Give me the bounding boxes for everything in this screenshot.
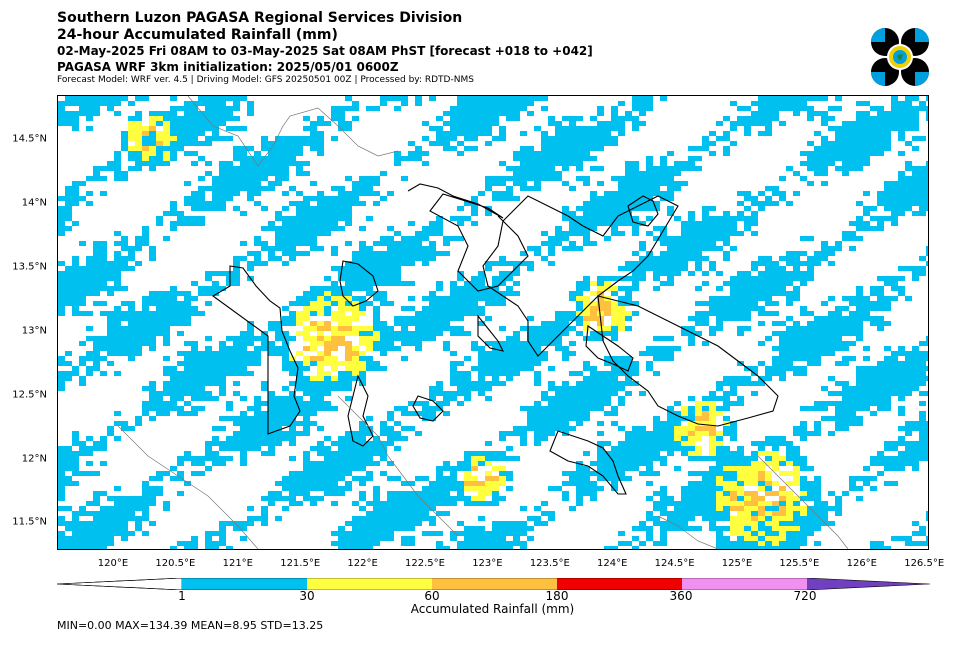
rainfall-field [58,96,928,549]
colorbar-tick-label: 30 [299,589,315,603]
latitude-label: 12.5°N [12,389,47,401]
longitude-label: 120°E [97,558,129,569]
samar-coastline [597,295,779,427]
model-info: Forecast Model: WRF ver. 4.5 | Driving M… [57,75,474,85]
longitude-label: 125.5°E [779,558,820,569]
longitude-label: 126.5°E [904,558,945,569]
longitude-label: 125°E [721,558,753,569]
longitude-label: 123.5°E [529,558,570,569]
colorbar-title: Accumulated Rainfall (mm) [410,602,575,616]
longitude-label: 121.5°E [280,558,321,569]
longitude-label: 124°E [596,558,628,569]
latitude-label: 13.5°N [12,261,47,273]
latitude-label: 13°N [21,325,47,337]
longitude-label: 122.5°E [405,558,445,569]
longitude-label: 120.5°E [155,558,196,569]
map-subtitle: 24-hour Accumulated Rainfall (mm) [57,27,338,43]
longitude-label: 122°E [347,558,378,569]
marinduque-coastline [339,260,379,307]
rainfall-map [57,95,929,550]
mindoro-coastline [211,265,301,435]
colorbar-tick-label: 1 [178,589,186,603]
rainfall-statistics: MIN=0.00 MAX=134.39 MEAN=8.95 STD=13.25 [57,619,324,632]
small-island-coastline [412,395,444,422]
quezon-coastline [407,183,529,292]
longitude-label: 123°E [472,558,503,569]
panay-coastline [347,374,374,447]
latitude-label: 14.5°N [12,133,47,145]
colorbar-tick-label: 180 [545,589,569,603]
map-title: Southern Luzon PAGASA Regional Services … [57,10,463,26]
forecast-period: 02-May-2025 Fri 08AM to 03-May-2025 Sat … [57,44,593,58]
rainfall-colorbar [57,578,930,590]
latitude-label: 11.5°N [12,516,47,528]
model-initialization: PAGASA WRF 3km initialization: 2025/05/0… [57,60,399,74]
masbate-coastline [585,325,634,372]
leyte-coastline [549,430,627,495]
longitude-label: 121°E [222,558,253,569]
latitude-label: 14°N [21,197,47,209]
burias-coastline [477,314,505,352]
colorbar-tick-label: 720 [793,589,817,603]
longitude-label: 126°E [846,558,877,569]
colorbar-tick-label: 360 [669,589,693,603]
colorbar-tick-label: 60 [424,589,440,603]
longitude-label: 124.5°E [654,558,695,569]
pagasa-logo-icon [871,28,929,86]
latitude-label: 12°N [21,453,47,465]
bicol-coastline [482,195,679,357]
catanduanes-coastline [627,195,659,227]
